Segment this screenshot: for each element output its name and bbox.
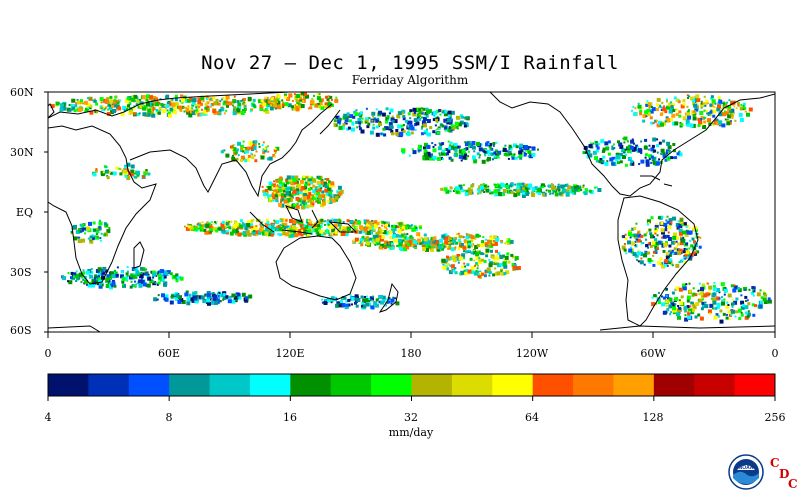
colorbar-tick-4: 4 — [45, 411, 52, 424]
colorbar-tick-8: 8 — [166, 411, 173, 424]
lon-label-0-east: 0 — [772, 347, 779, 360]
colorbar-ticks: 4 8 16 32 64 128 256 mm/day — [45, 411, 786, 439]
lon-label-60w: 60W — [640, 347, 666, 360]
colorbar-swatch — [128, 374, 170, 396]
lat-label-30n: 30N — [10, 146, 34, 159]
colorbar-swatch — [249, 374, 291, 396]
colorbar-swatch — [48, 374, 89, 396]
colorbar-tick-32: 32 — [404, 411, 418, 424]
lat-label-60n: 60N — [10, 86, 34, 99]
colorbar-tick-16: 16 — [283, 411, 297, 424]
colorbar-swatch — [694, 374, 736, 396]
coast-south-america — [617, 195, 699, 327]
lon-label-120w: 120W — [516, 347, 549, 360]
coast-new-zealand — [378, 282, 399, 313]
colorbar — [47, 373, 776, 401]
coast-antarctica — [48, 325, 775, 332]
coast-indonesia — [249, 205, 358, 235]
colorbar-swatch — [573, 374, 614, 396]
colorbar-swatch — [290, 374, 332, 396]
colorbar-swatch — [492, 374, 534, 396]
colorbar-swatch — [532, 374, 574, 396]
longitude-axis: 0 60E 120E 180 120W 60W 0 — [45, 332, 779, 360]
colorbar-swatch — [169, 374, 211, 396]
colorbar-swatch — [734, 374, 776, 396]
lon-label-180: 180 — [401, 347, 422, 360]
noaa-logo-text: NOAA — [739, 465, 754, 471]
coast-caribbean — [640, 175, 673, 187]
colorbar-swatch — [371, 374, 412, 396]
lat-label-eq: EQ — [16, 206, 33, 219]
lon-label-120e: 120E — [275, 347, 304, 360]
colorbar-tick-256: 256 — [765, 411, 786, 424]
colorbar-swatch — [451, 374, 493, 396]
colorbar-swatch — [653, 374, 695, 396]
rainfall-field — [50, 92, 772, 324]
cdc-letter-2: D — [779, 467, 790, 481]
lat-label-60s: 60S — [10, 324, 32, 337]
coast-north-america — [489, 92, 775, 197]
cdc-letter-1: C — [770, 456, 780, 470]
colorbar-swatch — [330, 374, 372, 396]
noaa-logo-icon: NOAA — [728, 454, 764, 490]
map-subtitle: Ferriday Algorithm — [351, 73, 469, 87]
coast-madagascar — [133, 241, 145, 269]
colorbar-swatch — [88, 374, 130, 396]
coast-australia — [275, 235, 357, 301]
colorbar-swatch — [209, 374, 251, 396]
colorbar-swatch — [411, 374, 453, 396]
colorbar-tick-128: 128 — [643, 411, 664, 424]
latitude-axis: 60N 30N EQ 30S 60S — [10, 86, 48, 337]
map-title: Nov 27 – Dec 1, 1995 SSM/I Rainfall — [201, 52, 619, 74]
cdc-letter-3: C — [788, 477, 798, 491]
coast-eurasia — [48, 92, 333, 198]
colorbar-unit: mm/day — [389, 426, 434, 439]
colorbar-swatch — [613, 374, 655, 396]
lon-label-0: 0 — [45, 347, 52, 360]
coastlines — [48, 92, 775, 332]
coast-japan — [319, 109, 341, 135]
lon-label-60e: 60E — [158, 347, 180, 360]
colorbar-tick-64: 64 — [525, 411, 539, 424]
lat-label-30s: 30S — [10, 266, 32, 279]
coast-uk — [48, 103, 55, 119]
coast-africa — [48, 125, 157, 285]
